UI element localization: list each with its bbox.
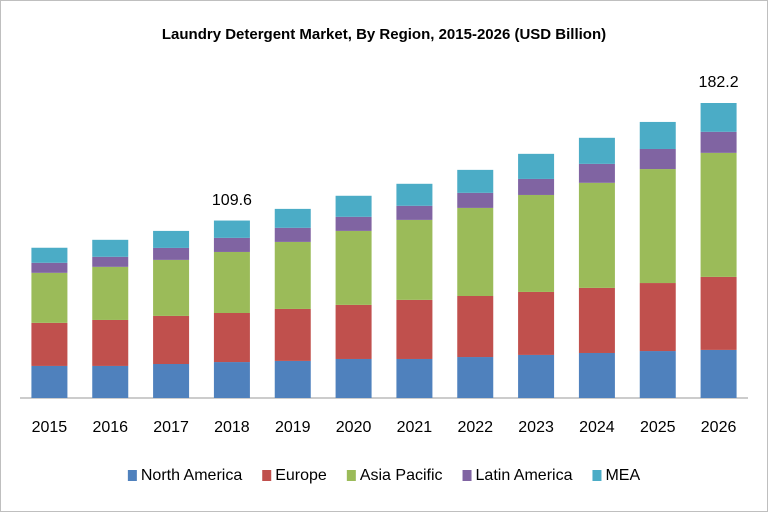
bar-segment <box>31 247 68 263</box>
legend-label: Asia Pacific <box>360 467 443 484</box>
bar-segment <box>578 352 615 398</box>
bar-segment <box>335 230 372 305</box>
x-tick-label: 2026 <box>701 419 737 436</box>
bar-segment <box>274 227 311 242</box>
bar-segment <box>335 195 372 217</box>
bar-segment <box>639 169 676 284</box>
x-tick-label: 2020 <box>336 419 372 436</box>
bar-segment <box>700 152 737 277</box>
total-label: 109.6 <box>212 192 252 209</box>
x-tick-label: 2024 <box>579 419 615 436</box>
bar-segment <box>92 256 129 267</box>
bar-segment <box>213 220 250 238</box>
bar-segment <box>518 354 555 398</box>
x-tick-label: 2015 <box>32 419 68 436</box>
bar-segment <box>700 103 737 132</box>
bar-segment <box>396 205 433 220</box>
legend-label: MEA <box>605 467 640 484</box>
x-tick-label: 2017 <box>153 419 189 436</box>
bar-segment <box>92 239 129 257</box>
bar-segment <box>396 358 433 398</box>
x-tick-label: 2018 <box>214 419 250 436</box>
bar-segment <box>274 308 311 361</box>
bar-segment <box>578 182 615 288</box>
bar-segment <box>274 208 311 228</box>
bar-segment <box>518 291 555 355</box>
bar-segment <box>518 178 555 195</box>
bar-segment <box>457 295 494 358</box>
bar-segment <box>578 287 615 353</box>
bar-segment <box>700 276 737 350</box>
bar-segment <box>92 266 129 320</box>
bar-segment <box>31 262 68 273</box>
bar-segment <box>213 312 250 363</box>
bar-segment <box>457 357 494 398</box>
bar-segment <box>213 237 250 252</box>
bar-segment <box>153 230 190 248</box>
bar-segment <box>213 362 250 398</box>
bar-segment <box>274 360 311 398</box>
legend-swatch <box>262 470 272 481</box>
legend-label: Europe <box>275 467 327 484</box>
bar-segment <box>31 365 68 398</box>
bar-segment <box>518 153 555 179</box>
bar-segment <box>153 315 190 364</box>
bar-segment <box>153 259 190 316</box>
x-tick-label: 2016 <box>92 419 128 436</box>
legend-label: North America <box>141 467 242 484</box>
bar-segment <box>578 163 615 183</box>
bar-segment <box>396 183 433 206</box>
bar-segment <box>153 363 190 398</box>
bar-segment <box>518 194 555 292</box>
x-tick-label: 2021 <box>397 419 433 436</box>
bar-segment <box>639 351 676 398</box>
bar-segment <box>396 299 433 359</box>
bar-segment <box>31 322 68 366</box>
bar-segment <box>335 358 372 398</box>
bar-segment <box>153 247 190 260</box>
bar-segment <box>578 137 615 164</box>
x-tick-label: 2023 <box>518 419 554 436</box>
legend-swatch <box>462 470 472 481</box>
x-tick-label: 2025 <box>640 419 676 436</box>
bar-segment <box>92 365 129 398</box>
bar-segment <box>213 251 250 313</box>
x-tick-label: 2019 <box>275 419 311 436</box>
legend-swatch <box>127 470 137 481</box>
bar-segment <box>700 349 737 398</box>
bar-segment <box>335 304 372 359</box>
bar-segment <box>457 169 494 193</box>
bar-segment <box>31 272 68 323</box>
bar-segment <box>92 319 129 366</box>
bar-segment <box>457 192 494 208</box>
x-tick-label: 2022 <box>457 419 493 436</box>
bar-segment <box>457 207 494 296</box>
legend-label: Latin America <box>476 467 573 484</box>
bar-segment <box>639 121 676 149</box>
total-label: 182.2 <box>699 74 739 91</box>
bar-segment <box>639 283 676 352</box>
bar-segment <box>396 219 433 300</box>
bar-segment <box>639 148 676 170</box>
bar-segment <box>274 241 311 309</box>
bar-segment <box>700 131 737 153</box>
chart-title: Laundry Detergent Market, By Region, 201… <box>162 26 606 43</box>
legend-swatch <box>592 470 602 481</box>
legend-swatch <box>346 470 356 481</box>
legend: North America Europe Asia Pacific Latin Ame… <box>127 467 640 484</box>
bar-segment <box>335 216 372 231</box>
